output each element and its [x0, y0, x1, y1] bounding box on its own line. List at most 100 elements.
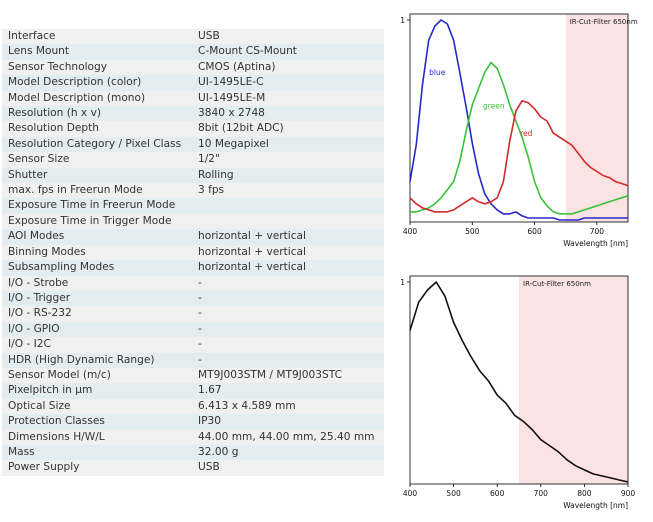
spec-row: Mass 32.00 g — [2, 444, 384, 461]
spec-label: Mass — [2, 444, 192, 461]
series-line-blue — [409, 19, 628, 221]
spec-row: Shutter Rolling — [2, 167, 384, 184]
ir-cut-region — [565, 14, 628, 222]
spec-row: Exposure Time in Freerun Mode — [2, 198, 384, 214]
series-label: blue — [429, 68, 446, 77]
spec-table-body: Interface USB Lens Mount C-Mount CS-Mount Se… — [2, 29, 384, 476]
spec-row: Interface USB — [2, 29, 384, 45]
spec-row: max. fps in Freerun Mode 3 fps — [2, 183, 384, 199]
spec-label: Resolution Category / Pixel Class — [2, 136, 192, 153]
spec-value: 6.413 x 4.589 mm — [192, 398, 384, 415]
spec-row: Power Supply USB — [2, 460, 384, 476]
spec-row: Sensor Size 1/2" — [2, 152, 384, 168]
spec-value: horizontal + vertical — [192, 260, 384, 276]
spec-value: C-Mount CS-Mount — [192, 44, 384, 60]
spec-row: Lens Mount C-Mount CS-Mount — [2, 44, 384, 60]
plot-frame — [409, 275, 629, 485]
spec-label: I/O - Strobe — [2, 275, 192, 291]
x-tick-label: 400 — [403, 489, 418, 498]
spec-value: 44.00 mm, 44.00 mm, 25.40 mm — [192, 429, 384, 445]
spec-value: - — [192, 321, 384, 338]
spec-label: max. fps in Freerun Mode — [2, 183, 192, 199]
x-tick-label: 500 — [446, 489, 461, 498]
x-tick-label: 700 — [590, 227, 605, 236]
series-line-red — [409, 100, 629, 213]
spec-label: AOI Modes — [2, 229, 192, 245]
spec-value — [192, 213, 384, 230]
spec-value: IP30 — [192, 414, 384, 430]
spec-row: Protection Classes IP30 — [2, 414, 384, 430]
x-axis-label: Wavelength [nm] — [563, 239, 628, 248]
spec-label: Lens Mount — [2, 44, 192, 60]
spec-value: horizontal + vertical — [192, 244, 384, 261]
spec-value: - — [192, 337, 384, 353]
spec-row: HDR (High Dynamic Range) - — [2, 352, 384, 368]
spec-label: Optical Size — [2, 398, 192, 415]
spec-row: Dimensions H/W/L 44.00 mm, 44.00 mm, 25.4… — [2, 429, 384, 445]
spec-label: Sensor Size — [2, 152, 192, 168]
spec-row: Model Description (mono) UI-1495LE-M — [2, 90, 384, 107]
ir-cut-region — [519, 276, 628, 484]
spec-label: Model Description (color) — [2, 75, 192, 91]
spec-label: Pixelpitch in µm — [2, 383, 192, 399]
x-tick-label: 700 — [534, 489, 549, 498]
spec-value: 1.67 — [192, 383, 384, 399]
spec-row: I/O - Trigger - — [2, 290, 384, 307]
series-label: red — [520, 129, 533, 138]
spec-label: I/O - I2C — [2, 337, 192, 353]
spec-value: MT9J003STM / MT9J003STC — [192, 367, 384, 384]
spec-value: USB — [192, 29, 384, 45]
spec-row: AOI Modes horizontal + vertical — [2, 229, 384, 245]
x-tick-label: 900 — [621, 489, 636, 498]
spec-value: 3840 x 2748 — [192, 106, 384, 122]
spec-label: Interface — [2, 29, 192, 45]
spec-label: Exposure Time in Trigger Mode — [2, 213, 192, 230]
spec-row: Resolution Depth 8bit (12bit ADC) — [2, 121, 384, 137]
spec-row: I/O - Strobe - — [2, 275, 384, 291]
spec-value — [192, 198, 384, 214]
ir-cut-label: IR-Cut-Filter 650nm — [523, 280, 591, 288]
x-axis-label: Wavelength [nm] — [563, 501, 628, 510]
spec-label: Model Description (mono) — [2, 90, 192, 107]
spec-row: Resolution (h x v) 3840 x 2748 — [2, 106, 384, 122]
spec-label: I/O - GPIO — [2, 321, 192, 338]
spec-label: Power Supply — [2, 460, 192, 476]
series-line-green — [410, 61, 629, 215]
spec-row: I/O - I2C - — [2, 337, 384, 353]
spec-label: Exposure Time in Freerun Mode — [2, 198, 192, 214]
spec-row: Pixelpitch in µm 1.67 — [2, 383, 384, 399]
spec-value: 1/2" — [192, 152, 384, 168]
spec-value: - — [192, 306, 384, 322]
y-tick-label: 1 — [400, 278, 405, 287]
spec-label: Sensor Model (m/c) — [2, 367, 192, 384]
spec-value: Rolling — [192, 167, 384, 184]
spec-row: Sensor Model (m/c) MT9J003STM / MT9J003ST… — [2, 367, 384, 384]
spec-row: Optical Size 6.413 x 4.589 mm — [2, 398, 384, 415]
spec-row: Exposure Time in Trigger Mode — [2, 213, 384, 230]
spec-label: Resolution Depth — [2, 121, 192, 137]
spec-value: 3 fps — [192, 183, 384, 199]
x-tick-label: 800 — [577, 489, 592, 498]
spec-value: UI-1495LE-M — [192, 90, 384, 107]
x-tick-label: 500 — [465, 227, 480, 236]
spec-row: I/O - GPIO - — [2, 321, 384, 338]
x-tick-label: 600 — [527, 227, 542, 236]
spec-row: Resolution Category / Pixel Class 10 Mega… — [2, 136, 384, 153]
spec-label: Binning Modes — [2, 244, 192, 261]
spec-value: - — [192, 275, 384, 291]
series-line-response — [409, 281, 629, 483]
spec-value: UI-1495LE-C — [192, 75, 384, 91]
spec-label: Shutter — [2, 167, 192, 184]
spec-value: CMOS (Aptina) — [192, 59, 384, 76]
spec-table: Interface USB Lens Mount C-Mount CS-Mount Se… — [2, 29, 384, 476]
spectral-response-mono-chart: IR-Cut-Filter 650nm 400 500 600 700 800 900 1 Wa… — [400, 275, 636, 510]
spec-label: Resolution (h x v) — [2, 106, 192, 122]
ir-cut-label: IR-Cut-Filter 650nm — [570, 18, 638, 26]
spec-value: 32.00 g — [192, 444, 384, 461]
y-tick-label: 1 — [400, 16, 405, 25]
spec-label: Sensor Technology — [2, 59, 192, 76]
spec-label: I/O - RS-232 — [2, 306, 192, 322]
spec-label: Subsampling Modes — [2, 260, 192, 276]
spec-row: Model Description (color) UI-1495LE-C — [2, 75, 384, 91]
x-tick-label: 400 — [403, 227, 418, 236]
